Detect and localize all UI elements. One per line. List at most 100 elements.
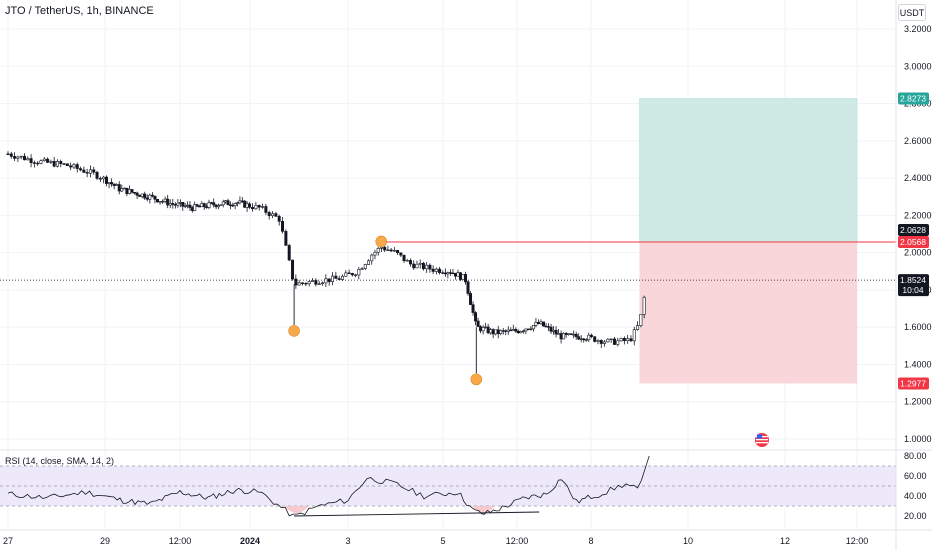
candle-body-48: [150, 194, 154, 197]
candle-body-192: [554, 329, 558, 335]
candle-body-175: [511, 329, 515, 331]
candle-body-106: [307, 281, 311, 285]
candle-body-70: [205, 206, 209, 208]
candle-body-154: [458, 272, 462, 280]
candle-body-193: [557, 333, 561, 335]
candle-body-191: [552, 329, 556, 332]
marker-low-2[interactable]: [470, 373, 483, 386]
candle-body-102: [294, 278, 298, 286]
candle-body-100: [287, 245, 291, 261]
candle-body-62: [186, 204, 190, 207]
candle-body-176: [514, 329, 518, 332]
candle-body-56: [171, 203, 175, 205]
candle-body-8: [32, 162, 36, 164]
candle-body-69: [202, 203, 206, 208]
candle-body-143: [428, 264, 432, 270]
time-tick-6: 12:00: [506, 536, 529, 546]
candle-body-184: [534, 322, 538, 326]
candle-body-211: [606, 338, 610, 343]
candle-body-11: [42, 158, 46, 161]
candle-body-55: [168, 203, 172, 206]
candle-body-36: [120, 188, 124, 192]
candle-body-3: [16, 156, 20, 159]
candle-body-189: [547, 326, 551, 328]
profit-zone[interactable]: [639, 98, 858, 243]
us-flag-icon[interactable]: [755, 433, 769, 447]
candle-body-91: [257, 204, 261, 208]
candle-body-186: [539, 321, 543, 324]
marker-high[interactable]: [375, 235, 388, 248]
candle-body-161: [476, 320, 480, 327]
rsi-tick-2: 40.00: [904, 491, 927, 501]
candle-body-120: [354, 274, 358, 277]
candle-body-114: [334, 275, 338, 279]
time-tick-5: 5: [440, 536, 445, 546]
candle-body-6: [26, 158, 30, 161]
swing-markers: [288, 235, 483, 386]
candle-body-52: [161, 200, 165, 203]
candle-body-162: [479, 326, 483, 332]
candle-body-49: [153, 195, 157, 200]
candle-body-206: [589, 334, 593, 338]
candle-body-1: [9, 153, 13, 157]
candle-body-66: [195, 204, 199, 207]
candle-body-53: [163, 198, 167, 202]
candle-body-89: [251, 207, 255, 210]
time-axis[interactable]: 27 29 12:00 2024 3 5 12:00 8 10 12 12:00: [3, 536, 868, 546]
time-tick-0: 27: [3, 536, 13, 546]
currency-button[interactable]: USDT: [898, 4, 926, 21]
marker-low-1[interactable]: [288, 325, 300, 337]
divergence-line: [294, 511, 540, 517]
candle-body-207: [593, 336, 597, 342]
current-price-tag: 1.8524 10:04: [898, 274, 929, 297]
candle-body-136: [405, 260, 409, 262]
candle-body-185: [536, 322, 540, 324]
candle-body-127: [376, 248, 380, 253]
candle-body-130: [386, 249, 390, 252]
candle-body-101: [291, 259, 295, 280]
candle-body-22: [79, 168, 83, 171]
price-tick-3: 2.6000: [904, 136, 932, 146]
loss-zone[interactable]: [639, 242, 858, 384]
candle-body-109: [317, 283, 321, 285]
candle-body-38: [125, 187, 129, 195]
rsi-axis[interactable]: 80.00 60.00 40.00 20.00: [904, 451, 927, 521]
candle-body-82: [233, 203, 237, 206]
time-tick-9: 12: [780, 536, 790, 546]
candle-body-159: [471, 304, 475, 313]
candle-body-208: [596, 340, 600, 342]
candle-body-147: [441, 272, 445, 274]
rsi-levels: [0, 465, 896, 513]
candle-body-17: [62, 163, 66, 165]
candle-body-129: [383, 247, 387, 251]
candle-body-218: [629, 338, 633, 342]
candle-body-47: [148, 194, 152, 200]
candle-body-23: [82, 169, 86, 173]
candle-body-60: [181, 202, 185, 207]
candle-body-90: [254, 204, 258, 210]
candle-body-118: [347, 272, 351, 274]
candle-body-121: [357, 269, 361, 276]
candle-body-111: [324, 278, 328, 284]
rsi-tick-3: 20.00: [904, 511, 927, 521]
candle-body-163: [481, 327, 485, 332]
candle-body-2: [13, 156, 17, 159]
candle-body-171: [501, 330, 505, 332]
candle-body-178: [519, 330, 523, 334]
time-tick-1: 29: [100, 536, 110, 546]
rsi-oversold-fill-0: [284, 506, 309, 513]
price-tick-11: 1.0000: [904, 434, 932, 444]
candle-body-212: [609, 338, 613, 341]
candle-body-119: [350, 273, 354, 276]
candle-body-54: [166, 198, 170, 206]
candle-body-78: [224, 200, 228, 203]
candle-body-139: [415, 263, 419, 269]
candle-body-145: [434, 268, 438, 272]
candle-body-73: [212, 202, 216, 206]
candle-body-19: [69, 165, 73, 168]
candle-body-170: [499, 330, 503, 334]
candle-body-196: [564, 333, 568, 335]
candle-body-174: [509, 329, 513, 332]
candle-body-203: [582, 338, 586, 341]
